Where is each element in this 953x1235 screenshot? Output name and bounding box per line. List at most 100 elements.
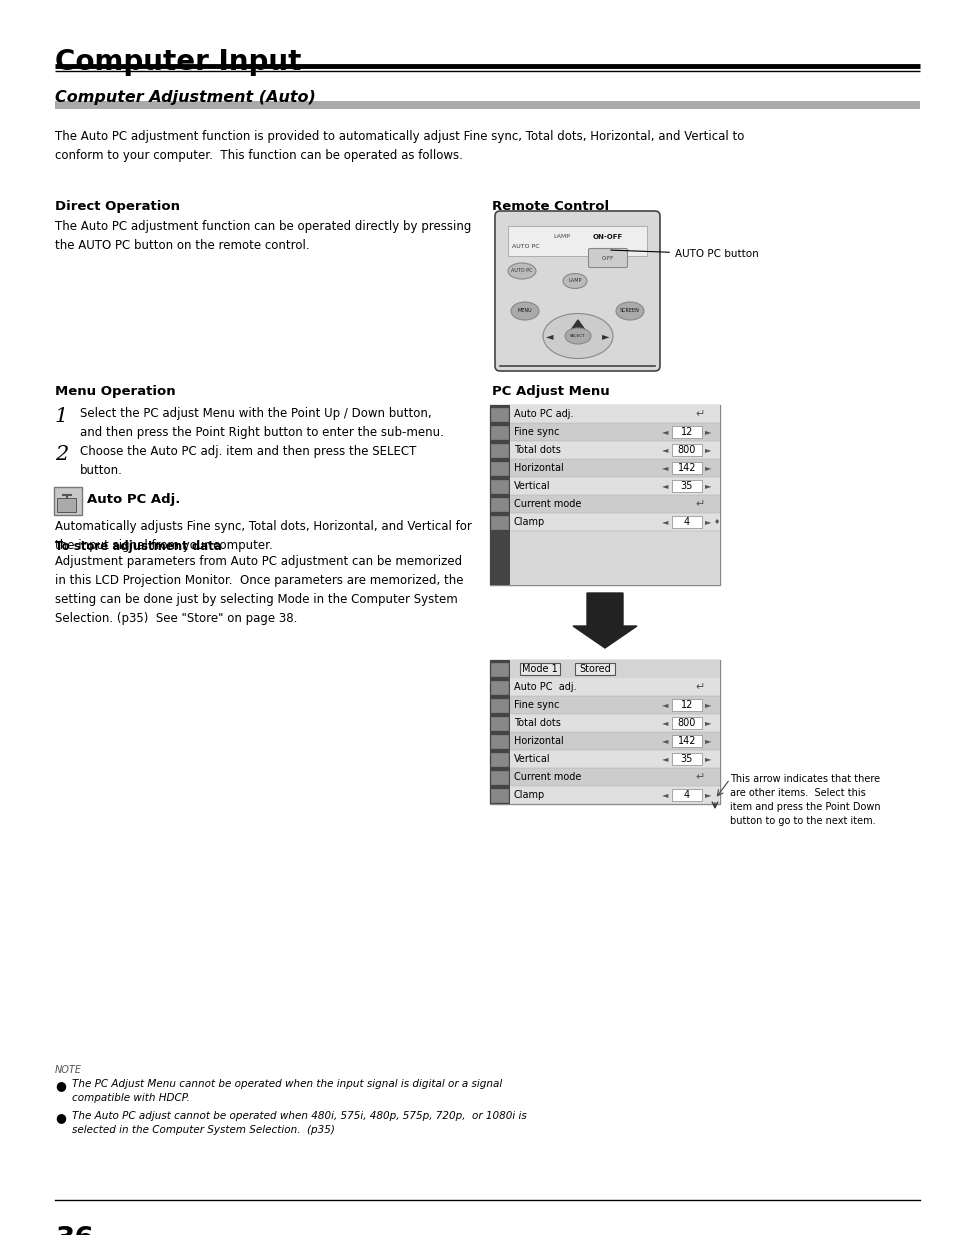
Text: 36: 36 (55, 1225, 93, 1235)
Text: ↵: ↵ (695, 499, 704, 509)
Text: ◄: ◄ (661, 446, 667, 454)
Text: This arrow indicates that there
are other items.  Select this
item and press the: This arrow indicates that there are othe… (729, 774, 880, 826)
Text: The Auto PC adjust cannot be operated when 480i, 575i, 480p, 575p, 720p,  or 108: The Auto PC adjust cannot be operated wh… (71, 1112, 526, 1135)
Text: ►: ► (704, 790, 711, 799)
Text: ◄: ◄ (661, 482, 667, 490)
Text: ◄: ◄ (661, 736, 667, 746)
FancyBboxPatch shape (507, 226, 646, 256)
Text: 12: 12 (680, 700, 693, 710)
FancyBboxPatch shape (54, 487, 82, 515)
FancyBboxPatch shape (491, 680, 508, 694)
Text: ►: ► (704, 463, 711, 473)
Text: 142: 142 (677, 736, 696, 746)
FancyBboxPatch shape (490, 405, 510, 585)
Text: ►: ► (704, 700, 711, 709)
Text: Total dots: Total dots (514, 718, 560, 727)
Ellipse shape (616, 303, 643, 320)
Text: Remote Control: Remote Control (492, 200, 608, 212)
Text: Clamp: Clamp (514, 790, 545, 800)
FancyBboxPatch shape (490, 659, 720, 804)
Text: Select the PC adjust Menu with the Point Up / Down button,
and then press the Po: Select the PC adjust Menu with the Point… (80, 408, 443, 438)
FancyBboxPatch shape (510, 659, 720, 678)
Text: Fine sync: Fine sync (514, 427, 558, 437)
Text: ↵: ↵ (695, 772, 704, 782)
Text: O·FF: O·FF (601, 256, 614, 261)
Text: Direct Operation: Direct Operation (55, 200, 180, 212)
FancyBboxPatch shape (55, 101, 919, 109)
FancyBboxPatch shape (491, 735, 508, 747)
FancyBboxPatch shape (495, 211, 659, 370)
FancyBboxPatch shape (510, 477, 720, 495)
Text: LAMP: LAMP (553, 233, 570, 240)
FancyBboxPatch shape (510, 567, 720, 585)
Polygon shape (571, 320, 584, 330)
FancyBboxPatch shape (671, 462, 701, 474)
Text: SCREEN: SCREEN (619, 309, 639, 314)
FancyBboxPatch shape (491, 716, 508, 730)
Text: ●: ● (55, 1079, 66, 1092)
Text: AUTO PC button: AUTO PC button (610, 249, 758, 259)
Text: ◄: ◄ (546, 331, 553, 341)
Text: ►: ► (704, 736, 711, 746)
Text: 35: 35 (680, 755, 693, 764)
FancyBboxPatch shape (510, 550, 720, 567)
Text: Vertical: Vertical (514, 755, 550, 764)
Text: ON-OFF: ON-OFF (592, 233, 622, 240)
FancyBboxPatch shape (510, 750, 720, 768)
Text: MENU: MENU (517, 309, 532, 314)
Text: Horizontal: Horizontal (514, 463, 563, 473)
FancyBboxPatch shape (671, 480, 701, 492)
Text: 4: 4 (683, 790, 689, 800)
Text: ►: ► (704, 446, 711, 454)
FancyBboxPatch shape (519, 663, 559, 676)
FancyBboxPatch shape (491, 515, 508, 529)
Text: ◄: ◄ (661, 700, 667, 709)
Text: ◄: ◄ (661, 427, 667, 436)
FancyBboxPatch shape (510, 678, 720, 697)
Text: The PC Adjust Menu cannot be operated when the input signal is digital or a sign: The PC Adjust Menu cannot be operated wh… (71, 1079, 501, 1103)
Text: Auto PC Adj.: Auto PC Adj. (87, 493, 180, 506)
Text: Horizontal: Horizontal (514, 736, 563, 746)
Text: ◄: ◄ (661, 790, 667, 799)
FancyBboxPatch shape (510, 424, 720, 441)
FancyBboxPatch shape (575, 663, 615, 676)
Text: 1: 1 (55, 408, 69, 426)
FancyBboxPatch shape (588, 248, 627, 268)
FancyBboxPatch shape (491, 662, 508, 676)
FancyBboxPatch shape (510, 732, 720, 750)
Text: Choose the Auto PC adj. item and then press the SELECT
button.: Choose the Auto PC adj. item and then pr… (80, 445, 416, 477)
FancyBboxPatch shape (671, 735, 701, 747)
Text: ◄: ◄ (661, 719, 667, 727)
Text: ◄: ◄ (661, 463, 667, 473)
FancyBboxPatch shape (671, 699, 701, 711)
FancyBboxPatch shape (671, 516, 701, 529)
Text: To store adjustment data: To store adjustment data (55, 540, 222, 553)
Text: ►: ► (601, 331, 609, 341)
Text: ♦: ♦ (713, 519, 720, 525)
FancyBboxPatch shape (491, 498, 508, 510)
FancyBboxPatch shape (510, 495, 720, 513)
Text: 4: 4 (683, 517, 689, 527)
FancyBboxPatch shape (491, 426, 508, 438)
Text: Current mode: Current mode (514, 499, 580, 509)
FancyBboxPatch shape (510, 697, 720, 714)
Text: ↵: ↵ (695, 682, 704, 692)
Ellipse shape (564, 329, 590, 345)
Text: 142: 142 (677, 463, 696, 473)
FancyBboxPatch shape (671, 789, 701, 802)
Text: PC Adjust Menu: PC Adjust Menu (492, 385, 609, 398)
Text: Computer Input: Computer Input (55, 48, 301, 77)
Text: Auto PC  adj.: Auto PC adj. (514, 682, 576, 692)
FancyBboxPatch shape (510, 531, 720, 550)
Text: The Auto PC adjustment function is provided to automatically adjust Fine sync, T: The Auto PC adjustment function is provi… (55, 130, 743, 162)
Text: The Auto PC adjustment function can be operated directly by pressing
the AUTO PC: The Auto PC adjustment function can be o… (55, 220, 471, 252)
Text: 2: 2 (55, 445, 69, 464)
FancyBboxPatch shape (490, 659, 510, 804)
Text: ►: ► (704, 427, 711, 436)
FancyBboxPatch shape (510, 441, 720, 459)
Text: Current mode: Current mode (514, 772, 580, 782)
Text: Total dots: Total dots (514, 445, 560, 454)
Text: Fine sync: Fine sync (514, 700, 558, 710)
FancyBboxPatch shape (510, 513, 720, 531)
Text: Mode 1: Mode 1 (521, 664, 558, 674)
